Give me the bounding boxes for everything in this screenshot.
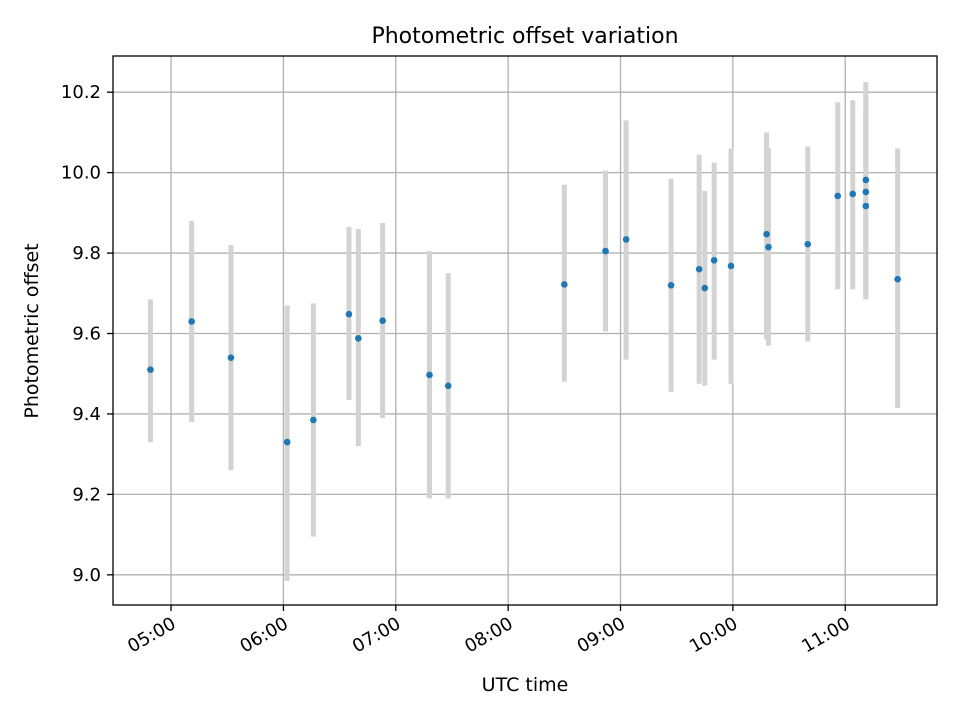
y-ticks: 9.0 9.2 9.4 9.6 9.8 10.0 10.2: [61, 82, 113, 586]
plot-frame: [112, 55, 938, 606]
data-point: [561, 281, 568, 288]
x-ticks: 05:00 06:00 07:00 08:00 09:00 10:00 11:00: [124, 605, 854, 657]
chart-title: Photometric offset variation: [371, 24, 678, 49]
data-point: [834, 192, 842, 200]
data-point: [894, 275, 901, 283]
data-point: [345, 310, 353, 318]
data-point: [379, 317, 386, 324]
data-point: [849, 190, 857, 198]
data-point: [283, 438, 291, 446]
data-point: [188, 318, 195, 325]
data-point: [804, 240, 812, 248]
error-bars: [147, 82, 901, 581]
data-point: [710, 257, 718, 264]
data-point: [862, 202, 870, 210]
y-tick-label: 9.2: [72, 484, 101, 505]
data-point: [765, 243, 772, 251]
data-point: [426, 371, 433, 379]
x-tick-label: 10:00: [686, 613, 741, 657]
x-tick-label: 09:00: [574, 613, 629, 657]
data-point: [310, 416, 317, 424]
y-tick-label: 9.0: [72, 565, 101, 586]
y-tick-label: 9.4: [72, 404, 101, 425]
data-point: [667, 281, 675, 289]
x-tick-label: 06:00: [236, 613, 291, 657]
data-point: [622, 236, 630, 243]
data-points: [147, 176, 901, 446]
y-tick-label: 9.8: [72, 243, 101, 264]
x-tick-label: 08:00: [461, 613, 516, 657]
x-tick-label: 11:00: [798, 613, 853, 657]
data-point: [862, 176, 870, 184]
data-point: [862, 188, 870, 196]
data-point: [227, 354, 235, 361]
y-axis-label: Photometric offset: [21, 243, 43, 418]
x-tick-label: 05:00: [124, 613, 179, 657]
data-point: [763, 230, 770, 238]
y-tick-label: 10.0: [61, 163, 101, 184]
data-point: [147, 366, 154, 374]
data-point: [695, 265, 703, 273]
data-point: [701, 284, 709, 292]
y-tick-label: 9.6: [72, 324, 101, 345]
x-axis-label: UTC time: [482, 674, 569, 696]
y-tick-label: 10.2: [61, 82, 101, 103]
grid: [113, 56, 937, 605]
x-tick-label: 07:00: [349, 613, 404, 657]
data-point: [355, 335, 362, 342]
data-point: [727, 262, 735, 270]
data-point: [444, 382, 452, 390]
data-point: [602, 247, 609, 255]
